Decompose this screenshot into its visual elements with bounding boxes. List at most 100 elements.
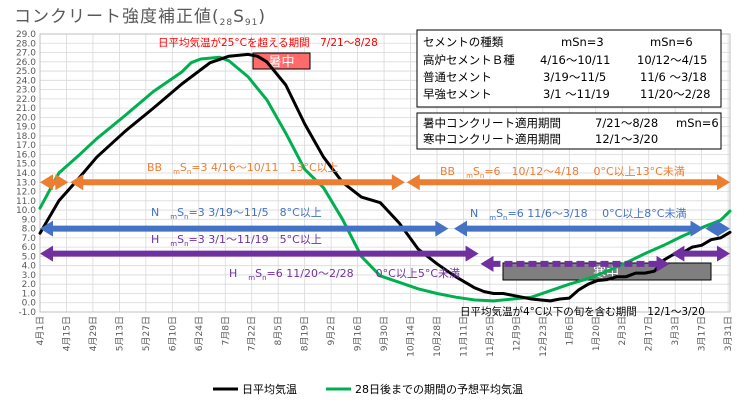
bb-arrow-edge-head-left (40, 174, 53, 191)
legend: 日平均気温 28日後までの期間の予想平均気温 (213, 382, 523, 396)
x-tick-label: 3月31日 (723, 316, 734, 351)
cement-period-table: セメントの種類 mSn=3 mSn=6 高炉セメントＢ種 4/16～10/11 … (416, 29, 722, 108)
grid-lines (39, 33, 731, 313)
y-tick-label: 27.0 (16, 49, 36, 59)
bb-arrow-msn3-head-right (391, 174, 405, 191)
table1-row2-col0: 早強セメント (423, 87, 492, 101)
x-tick-label: 5月13日 (114, 316, 125, 351)
x-tick-label: 5月27日 (141, 316, 152, 351)
chart-title: コンクリート強度補正値(28S91) (14, 7, 266, 28)
h-arrow-msn3-head-right (465, 245, 479, 262)
x-tick-label: 3月3日 (670, 316, 681, 345)
table1-row1-col0: 普通セメント (423, 70, 492, 84)
x-tick-label: 7月8日 (220, 316, 231, 345)
x-axis-tick-labels: 4月1日 4月15日 4月29日 5月13日 5月27日 6月10日 6月24日 7月8日 7月… (35, 316, 734, 357)
y-tick-label: 3.0 (22, 271, 37, 281)
y-tick-label: 19.0 (16, 123, 36, 133)
plot-area-border (39, 33, 731, 313)
y-tick-label: 16.0 (16, 150, 36, 160)
x-tick-label: 9月30日 (379, 316, 390, 351)
y-tick-label: 26.0 (16, 58, 36, 68)
n-arrow-edge (705, 220, 730, 237)
y-tick-label: 1.0 (22, 289, 37, 299)
y-tick-label: 20.0 (16, 113, 36, 123)
y-tick-label: 9.0 (22, 215, 37, 225)
table2-row0-col0: 暑中コンクリート適用期間 (423, 116, 561, 130)
h-arrow-edge-head-left (671, 245, 685, 262)
h-left-label: H mSn=3 3/1～11/19 5°C以上 (151, 233, 322, 248)
y-tick-label: 2.0 (22, 280, 37, 290)
x-tick-label: 6月24日 (194, 316, 205, 351)
y-tick-label: 10.0 (16, 206, 36, 216)
h-right-label: H mSn=6 11/20～2/28 0°C以上5°C未満 (229, 267, 460, 282)
period-arrows (40, 174, 730, 272)
x-tick-label: 1月20日 (591, 316, 602, 351)
y-tick-label: 4.0 (22, 262, 37, 272)
bb-arrow-edge-head-right (55, 174, 69, 191)
n-arrow-msn6 (454, 220, 704, 237)
h-arrow-msn3-head-left (40, 245, 53, 262)
y-tick-label: 7.0 (22, 234, 37, 244)
shochu-box (252, 52, 311, 70)
cold-period-note: 日平均気温が4°C以下の旬を含む期間 12/1～3/20 (460, 305, 705, 318)
n-arrow-msn6-head-left (454, 220, 467, 237)
table1-row1-col1: 3/19～11/5 (543, 70, 606, 84)
y-tick-label: -1.0 (18, 308, 36, 318)
y-tick-label: 18.0 (16, 132, 36, 142)
y-tick-label: 12.0 (16, 188, 36, 198)
h-arrow-msn3 (40, 245, 479, 262)
legend-label-daily-temp: 日平均気温 (242, 382, 297, 396)
table1-header-col0: セメントの種類 (423, 35, 504, 49)
x-tick-label: 8月5日 (273, 316, 284, 345)
series-line-daily-temp (38, 52, 732, 303)
x-tick-label: 12月23日 (538, 316, 549, 357)
bb-arrow-msn3 (70, 174, 405, 191)
n-left-label: N mSn=3 3/19～11/5 8°C以上 (151, 206, 322, 221)
y-tick-label: 29.0 (16, 30, 36, 40)
y-tick-label: 23.0 (16, 86, 36, 96)
x-tick-label: 1月6日 (564, 316, 575, 345)
x-tick-label: 11月11日 (458, 316, 469, 357)
y-tick-label: 21.0 (16, 104, 36, 114)
y-tick-label: 22.0 (16, 95, 36, 105)
h-arrow-edge-head-right (717, 245, 730, 262)
x-tick-label: 9月16日 (353, 316, 364, 351)
bb-arrow-msn3-head-left (70, 174, 84, 191)
h-arrow-edge (671, 245, 730, 262)
y-tick-label: 28.0 (16, 39, 36, 49)
shochu-label: 暑中 (268, 55, 294, 70)
bb-left-label: BB mSn=3 4/16～10/11 13°C以上 (147, 161, 339, 176)
table1-row0-col2: 10/12～4/15 (637, 53, 707, 67)
y-tick-label: 17.0 (16, 141, 36, 151)
table2-row0-col1: 7/21～8/28 (595, 116, 658, 130)
table2-row0-col2: mSn=6 (676, 116, 719, 130)
bb-arrow-edge (40, 174, 69, 191)
y-tick-label: 0.0 (22, 299, 37, 309)
y-tick-label: 8.0 (22, 225, 37, 235)
table2-row1-col0: 寒中コンクリート適用期間 (423, 132, 561, 146)
y-tick-label: 13.0 (16, 178, 36, 188)
x-tick-label: 3月17日 (697, 316, 708, 351)
bb-arrow-msn6-head-right (717, 174, 730, 191)
n-arrow-edge-head-right (717, 220, 730, 237)
y-tick-label: 6.0 (22, 243, 37, 253)
n-arrow-msn6-head-right (690, 220, 704, 237)
x-tick-label: 12月9日 (511, 316, 522, 351)
y-tick-label: 11.0 (16, 197, 36, 207)
h-arrow-msn6 (480, 255, 670, 272)
x-tick-label: 9月2日 (326, 316, 337, 345)
table1-row1-col2: 11/6 ～3/18 (640, 70, 707, 84)
x-tick-label: 10月28日 (432, 316, 443, 357)
x-tick-label: 2月17日 (644, 316, 655, 351)
x-tick-label: 6月10日 (167, 316, 178, 351)
x-tick-label: 10月14日 (406, 316, 417, 357)
x-tick-label: 11月25日 (485, 316, 496, 357)
n-arrow-msn3-head-right (435, 220, 449, 237)
y-tick-label: 5.0 (22, 252, 37, 262)
x-tick-label: 4月1日 (35, 316, 46, 345)
hot-period-note: 日平均気温が25°Cを超える期間 7/21～8/28 (158, 36, 378, 49)
table1-row0-col0: 高炉セメントＢ種 (423, 53, 515, 67)
h-arrow-msn6-head-left (480, 255, 494, 272)
n-arrow-msn3-head-left (40, 220, 53, 237)
x-tick-label: 4月29日 (88, 316, 99, 351)
